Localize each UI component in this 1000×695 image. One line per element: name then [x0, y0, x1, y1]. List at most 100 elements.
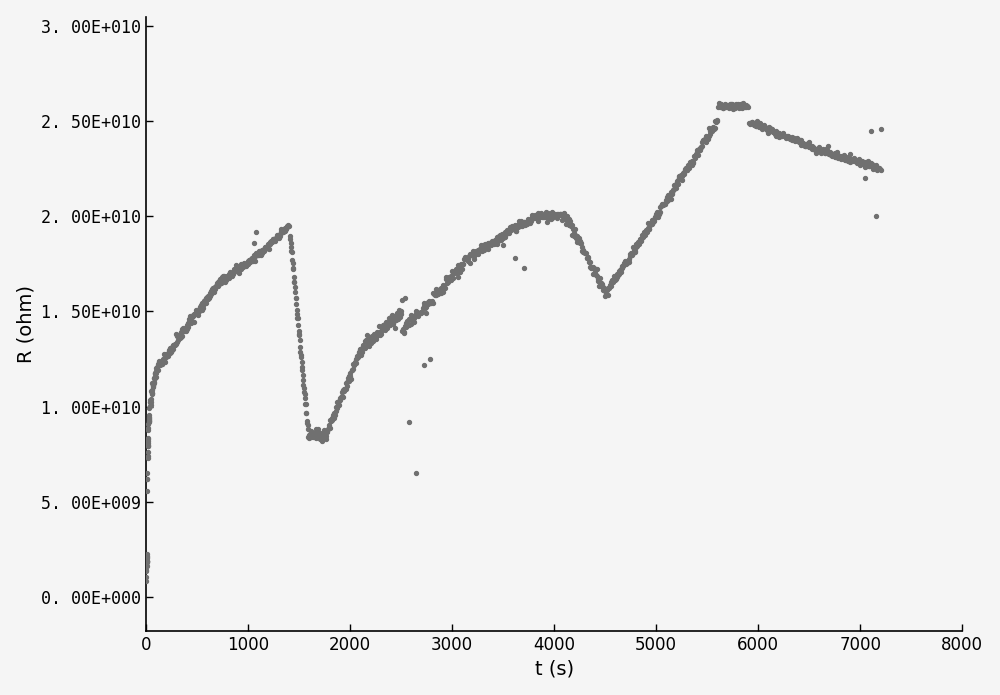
Point [181, 313, 197, 325]
Point [599, 284, 615, 295]
Point [825, 149, 841, 160]
Point [612, 264, 628, 275]
Point [140, 436, 156, 447]
Point [140, 437, 156, 448]
Point [291, 325, 307, 336]
Point [144, 384, 160, 395]
Point [761, 122, 777, 133]
Point [262, 238, 278, 250]
Point [296, 382, 312, 393]
Point [865, 163, 881, 174]
Point [801, 142, 817, 153]
Point [698, 136, 714, 147]
Point [404, 313, 420, 325]
Point [235, 261, 251, 272]
Point [645, 217, 661, 228]
Point [176, 325, 192, 336]
Point [146, 377, 162, 388]
Point [143, 400, 159, 411]
Point [276, 225, 292, 236]
Point [817, 147, 833, 158]
Point [141, 409, 157, 420]
Point [435, 279, 451, 291]
Point [386, 315, 402, 326]
Point [351, 348, 367, 359]
Point [452, 263, 468, 274]
Point [408, 468, 424, 479]
Point [332, 393, 348, 404]
Point [728, 98, 744, 109]
Point [701, 122, 717, 133]
Point [809, 144, 825, 155]
Point [373, 328, 389, 339]
Point [766, 126, 782, 138]
Point [657, 199, 673, 210]
Point [517, 219, 533, 230]
Point [272, 230, 288, 241]
Point [781, 132, 797, 143]
Point [733, 99, 749, 110]
Point [216, 272, 232, 283]
Point [401, 319, 417, 330]
Point [256, 243, 272, 254]
Point [668, 182, 684, 193]
Point [268, 233, 284, 244]
Point [815, 143, 831, 154]
Point [337, 384, 353, 395]
Point [300, 431, 316, 442]
Point [688, 149, 704, 160]
Point [383, 318, 399, 329]
Point [205, 282, 221, 293]
Point [807, 145, 823, 156]
Point [237, 259, 253, 270]
Point [347, 357, 363, 368]
Point [485, 238, 501, 249]
Point [292, 341, 308, 352]
Point [301, 433, 317, 444]
Point [344, 365, 360, 376]
Point [524, 209, 540, 220]
Point [775, 130, 791, 141]
Point [215, 271, 231, 282]
Point [574, 242, 590, 253]
Point [149, 363, 165, 375]
Point [379, 318, 395, 329]
Point [380, 318, 396, 329]
Point [828, 152, 844, 163]
Point [873, 123, 889, 134]
Point [565, 223, 581, 234]
Point [390, 313, 406, 325]
Point [248, 248, 264, 259]
Point [143, 386, 159, 397]
Point [656, 198, 672, 209]
Point [232, 261, 248, 272]
Point [774, 130, 790, 141]
Point [642, 218, 658, 229]
Point [396, 326, 412, 337]
Point [551, 210, 567, 221]
Point [315, 433, 331, 444]
Point [810, 146, 826, 157]
Point [696, 134, 712, 145]
Point [799, 140, 815, 151]
Point [244, 253, 260, 264]
Point [784, 134, 800, 145]
Point [556, 208, 572, 219]
Point [333, 392, 349, 403]
Point [411, 308, 427, 319]
Point [489, 238, 505, 250]
Point [268, 232, 284, 243]
Point [142, 397, 158, 408]
Point [217, 277, 233, 288]
Point [710, 102, 726, 113]
Point [220, 270, 236, 281]
Point [210, 280, 226, 291]
Point [451, 266, 467, 277]
Point [438, 274, 454, 285]
Point [413, 307, 429, 318]
Point [659, 191, 675, 202]
Point [406, 316, 422, 327]
Point [283, 238, 299, 249]
Point [821, 149, 837, 160]
Point [438, 272, 454, 283]
